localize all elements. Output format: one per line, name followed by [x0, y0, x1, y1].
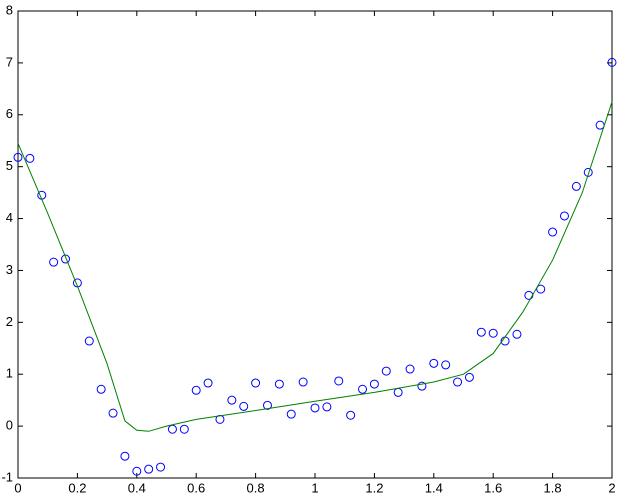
data-point: [358, 384, 368, 394]
data-point: [488, 328, 498, 338]
y-tick-label: 7: [6, 54, 13, 69]
x-tick-label: 1: [311, 480, 318, 495]
data-point: [417, 381, 427, 391]
data-point: [120, 451, 130, 461]
x-tick-label: 0.2: [68, 480, 86, 495]
data-point: [227, 395, 237, 405]
data-point: [156, 462, 166, 472]
data-point: [405, 364, 415, 374]
data-point: [49, 257, 59, 267]
data-point: [239, 401, 249, 411]
data-point: [571, 181, 581, 191]
data-point: [310, 403, 320, 413]
data-point: [179, 424, 189, 434]
data-point: [369, 379, 379, 389]
data-point: [607, 57, 617, 67]
y-tick-label: 4: [6, 210, 13, 225]
data-point: [559, 211, 569, 221]
y-tick-label: 2: [6, 314, 13, 329]
data-point: [536, 284, 546, 294]
x-tick-label: 2: [608, 480, 615, 495]
x-tick-label: 1.8: [544, 480, 562, 495]
y-tick-label: 1: [6, 366, 13, 381]
data-point: [274, 379, 284, 389]
x-tick-label: 1.4: [425, 480, 443, 495]
x-tick-label: 0.6: [187, 480, 205, 495]
x-tick-label: 0.8: [247, 480, 265, 495]
data-point: [61, 254, 71, 264]
data-point: [144, 464, 154, 474]
data-point: [512, 329, 522, 339]
data-point: [132, 466, 142, 476]
plot-frame: [17, 10, 613, 479]
data-point: [464, 372, 474, 382]
data-point: [25, 153, 35, 163]
data-point: [583, 167, 593, 177]
data-point: [524, 290, 534, 300]
x-tick-label: 1.6: [484, 480, 502, 495]
y-tick-label: -1: [1, 469, 13, 484]
data-point: [322, 402, 332, 412]
data-point: [96, 384, 106, 394]
data-point: [286, 409, 296, 419]
data-point: [84, 336, 94, 346]
data-point: [108, 408, 118, 418]
y-tick-label: 6: [6, 106, 13, 121]
data-point: [381, 366, 391, 376]
data-point: [393, 387, 403, 397]
data-point: [298, 377, 308, 387]
data-point: [334, 376, 344, 386]
y-tick-label: 8: [6, 2, 13, 17]
data-point: [251, 378, 261, 388]
data-point: [595, 120, 605, 130]
data-point: [548, 227, 558, 237]
data-point: [453, 377, 463, 387]
y-tick-label: 5: [6, 158, 13, 173]
x-tick-label: 0.4: [128, 480, 146, 495]
x-tick-label: 0: [14, 480, 21, 495]
data-point: [346, 410, 356, 420]
data-point: [262, 400, 272, 410]
y-tick-label: 0: [6, 418, 13, 433]
data-point: [203, 378, 213, 388]
data-point: [13, 152, 23, 162]
data-point: [191, 385, 201, 395]
y-tick-label: 3: [6, 262, 13, 277]
data-point: [476, 327, 486, 337]
fit-line: [17, 101, 613, 432]
x-tick-label: 1.2: [365, 480, 383, 495]
data-point: [167, 424, 177, 434]
data-point: [429, 358, 439, 368]
data-point: [441, 360, 451, 370]
